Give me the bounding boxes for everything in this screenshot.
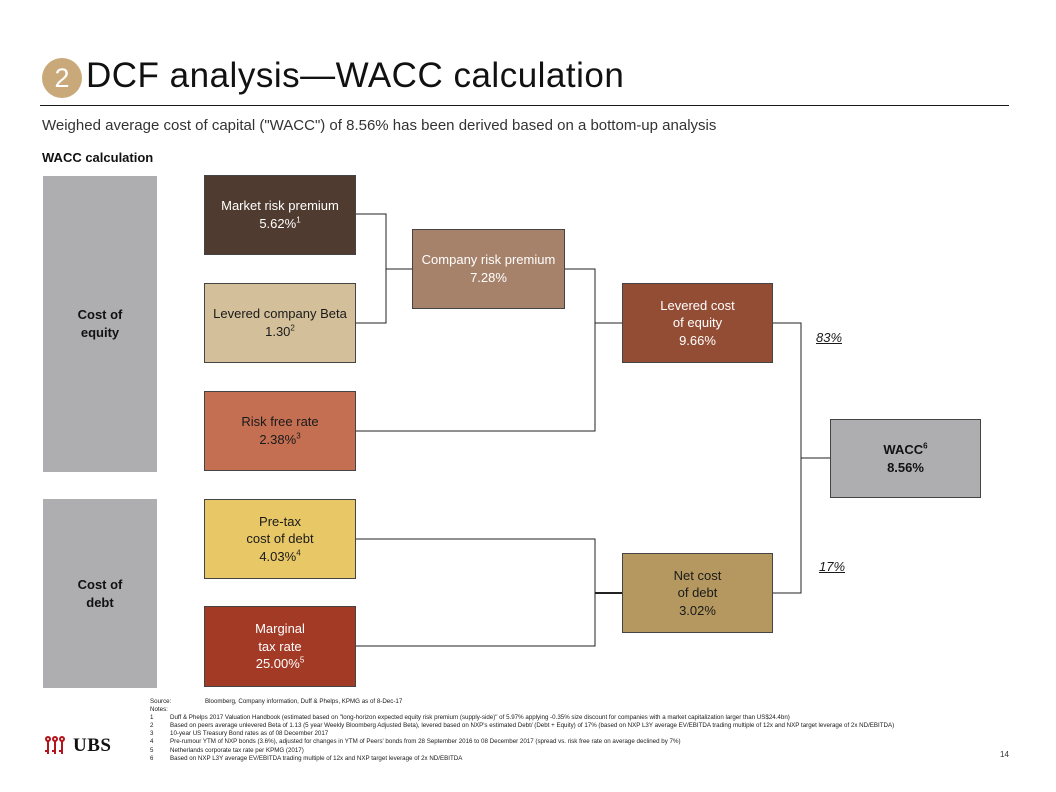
footnote-text: 10-year US Treasury Bond rates as of 08 … xyxy=(170,730,329,738)
net-cost-of-debt-value: 3.02% xyxy=(679,602,716,618)
wacc-label-line: WACC6 xyxy=(883,441,927,459)
footnote-ref-6: 6 xyxy=(923,441,928,451)
footnote-number: 3 xyxy=(150,730,154,738)
risk-free-rate-value-line: 2.38%3 xyxy=(259,431,300,449)
wacc-label: WACC xyxy=(883,441,924,457)
levered-cost-of-equity-box: Levered cost of equity 9.66% xyxy=(622,283,773,363)
pretax-cost-of-debt-box: Pre-tax cost of debt 4.03%4 xyxy=(204,499,356,579)
market-risk-premium-label: Market risk premium xyxy=(221,198,339,214)
source-key: Source: xyxy=(150,698,172,705)
source-row: Source: Bloomberg, Company information, … xyxy=(150,698,980,706)
footnote-number: 5 xyxy=(150,746,154,754)
equity-weight: 83% xyxy=(816,330,843,345)
footnotes: Source: Bloomberg, Company information, … xyxy=(150,698,980,763)
ubs-keys-icon xyxy=(45,736,65,754)
levered-cost-of-equity-label-1: Levered cost xyxy=(660,297,735,313)
company-risk-premium-box: Company risk premium 7.28% xyxy=(412,229,565,309)
wacc-box: WACC6 8.56% xyxy=(830,419,981,498)
wacc-value: 8.56% xyxy=(887,459,924,475)
page-title: DCF analysis—WACC calculation xyxy=(86,56,625,95)
section-number-badge: 2 xyxy=(42,58,82,98)
pretax-cost-of-debt-value-line: 4.03%4 xyxy=(259,548,300,566)
risk-free-rate-label: Risk free rate xyxy=(241,414,319,430)
logo-text: UBS xyxy=(73,735,112,756)
market-risk-premium-box: Market risk premium 5.62%1 xyxy=(204,175,356,255)
levered-beta-box: Levered company Beta 1.302 xyxy=(204,283,356,363)
page-number: 14 xyxy=(1000,750,1009,759)
title-divider xyxy=(40,105,1009,106)
footnote-number: 6 xyxy=(150,754,154,762)
footnote-text: Pre-rumour YTM of NXP bonds (3.6%), adju… xyxy=(170,738,681,746)
market-risk-premium-value-line: 5.62%1 xyxy=(259,215,300,233)
levered-beta-value: 1.30 xyxy=(265,324,291,339)
company-risk-premium-value: 7.28% xyxy=(470,270,507,285)
debt-weight: 17% xyxy=(819,559,846,574)
levered-cost-of-equity-value: 9.66% xyxy=(679,332,716,348)
company-risk-premium-label: Company risk premium xyxy=(421,252,556,268)
page-subtitle: Weighed average cost of capital ("WACC")… xyxy=(42,117,717,134)
footnote-ref-3: 3 xyxy=(296,431,301,441)
marginal-tax-rate-value: 25.00% xyxy=(255,656,300,672)
footnote-item: 6 Based on NXP L3Y average EV/EBITDA trad… xyxy=(150,755,980,763)
notes-key: Notes: xyxy=(150,706,168,714)
levered-beta-label: Levered company Beta xyxy=(213,306,347,322)
marginal-tax-rate-label-2: tax rate xyxy=(258,638,302,654)
levered-beta-value-line: 1.302 xyxy=(265,323,295,341)
net-cost-of-debt-label-1: Net cost xyxy=(673,567,722,583)
section-label: WACC calculation xyxy=(42,150,154,165)
footnote-ref-4: 4 xyxy=(296,548,301,558)
footnote-number: 2 xyxy=(150,722,154,730)
footnote-text: Duff & Phelps 2017 Valuation Handbook (e… xyxy=(170,714,790,722)
footnote-text: Based on peers average unlevered Beta of… xyxy=(170,722,895,730)
cost-of-equity-category: Cost of equity xyxy=(43,176,157,472)
footnote-item: 1 Duff & Phelps 2017 Valuation Handbook (… xyxy=(150,714,980,722)
footnote-number: 4 xyxy=(150,738,154,746)
net-cost-of-debt-label-2: of debt xyxy=(677,585,718,601)
net-cost-of-debt-box: Net cost of debt 3.02% xyxy=(622,553,773,633)
footnote-list: 1 Duff & Phelps 2017 Valuation Handbook (… xyxy=(150,714,980,763)
footnote-item: 3 10-year US Treasury Bond rates as of 08… xyxy=(150,730,980,738)
marginal-tax-rate-label-1: Marginal xyxy=(255,621,305,637)
marginal-tax-rate-box: Marginal tax rate 25.00%5 xyxy=(204,606,356,687)
footnote-ref-5: 5 xyxy=(299,655,305,665)
levered-cost-of-equity-label-2: of equity xyxy=(672,315,723,331)
notes-row: Notes: xyxy=(150,706,980,714)
pretax-cost-of-debt-value: 4.03% xyxy=(259,548,297,564)
footnote-text: Based on NXP L3Y average EV/EBITDA tradi… xyxy=(170,754,463,762)
cost-of-equity-label: Cost of equity xyxy=(77,307,123,340)
footnote-ref-1: 1 xyxy=(296,215,301,225)
footnote-item: 4 Pre-rumour YTM of NXP bonds (3.6%), adj… xyxy=(150,738,980,746)
cost-of-debt-label: Cost of debt xyxy=(77,576,123,610)
source-text: Bloomberg, Company information, Duff & P… xyxy=(205,698,403,705)
footnote-ref-2: 2 xyxy=(290,323,295,333)
footnote-item: 5 Netherlands corporate tax rate per KPMG… xyxy=(150,747,980,755)
ubs-logo: UBS xyxy=(42,735,111,757)
cost-of-debt-category: Cost of debt xyxy=(43,499,157,688)
footnote-text: Netherlands corporate tax rate per KPMG … xyxy=(170,746,304,754)
marginal-tax-rate-value-line: 25.00%5 xyxy=(256,655,305,673)
pretax-cost-of-debt-label-1: Pre-tax xyxy=(259,513,301,529)
market-risk-premium-value: 5.62% xyxy=(259,216,297,231)
pretax-cost-of-debt-label-2: cost of debt xyxy=(246,531,314,547)
footnote-number: 1 xyxy=(150,714,154,722)
risk-free-rate-value: 2.38% xyxy=(259,432,297,447)
risk-free-rate-box: Risk free rate 2.38%3 xyxy=(204,391,356,471)
footnote-item: 2 Based on peers average unlevered Beta o… xyxy=(150,722,980,730)
